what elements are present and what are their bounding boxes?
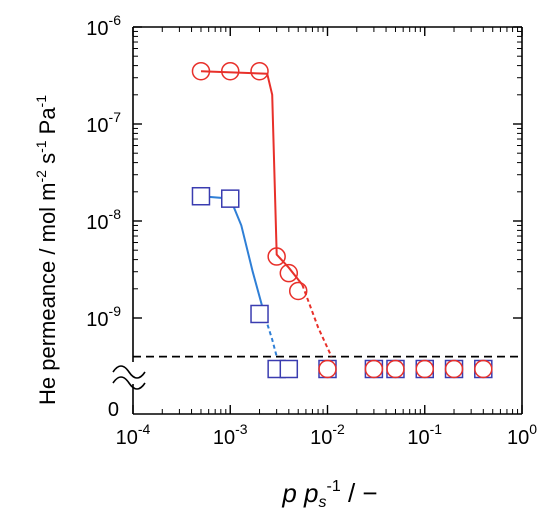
- x-axis-label: p ps-1 / −: [281, 478, 377, 511]
- y-zero-label: 0: [108, 399, 119, 421]
- y-tick-label: 10-7: [86, 109, 121, 137]
- circle-marker: [250, 61, 269, 81]
- square-marker: [191, 186, 211, 206]
- circle-marker: [318, 359, 337, 379]
- circle-marker: [415, 359, 434, 379]
- x-tick-label: 10-2: [310, 421, 345, 449]
- circle-marker: [267, 247, 286, 266]
- circle-marker: [444, 359, 464, 379]
- square-marker: [250, 304, 269, 324]
- square-marker: [279, 359, 299, 379]
- fit-lines: [133, 70, 522, 358]
- fit-line-dashed: [301, 284, 333, 358]
- axis-break-gap: [111, 362, 155, 384]
- y-axis-label: He permeance / mol m-2 s-1 Pa-1: [33, 95, 60, 405]
- square-marker: [221, 189, 240, 208]
- axes: [111, 26, 523, 415]
- fit-line-dashed: [264, 317, 278, 357]
- axis-break-mark: [112, 365, 146, 379]
- circle-marker: [288, 281, 308, 301]
- circle-marker: [221, 61, 240, 81]
- y-tick-label: 10-6: [86, 12, 121, 40]
- data-marks: [191, 61, 493, 379]
- circle-marker: [364, 359, 384, 379]
- x-tick-label: 100: [507, 421, 537, 449]
- circle-marker: [279, 263, 299, 283]
- circle-marker: [191, 61, 211, 81]
- tick-labels: 10-4 10-3 10-2 10-1 100 10-6 10-7 10-8 10-9 0: [86, 12, 537, 449]
- y-tick-label: 10-8: [86, 206, 121, 234]
- axis-break-mark: [112, 376, 146, 390]
- x-tick-label: 10-1: [407, 421, 442, 449]
- x-tick-label: 10-3: [213, 421, 248, 449]
- fit-line-solid: [200, 70, 304, 286]
- x-tick-label: 10-4: [116, 421, 151, 449]
- fit-line-solid: [200, 195, 267, 319]
- circle-marker: [474, 359, 493, 379]
- y-tick-label: 10-9: [86, 303, 121, 331]
- circle-marker: [386, 359, 405, 379]
